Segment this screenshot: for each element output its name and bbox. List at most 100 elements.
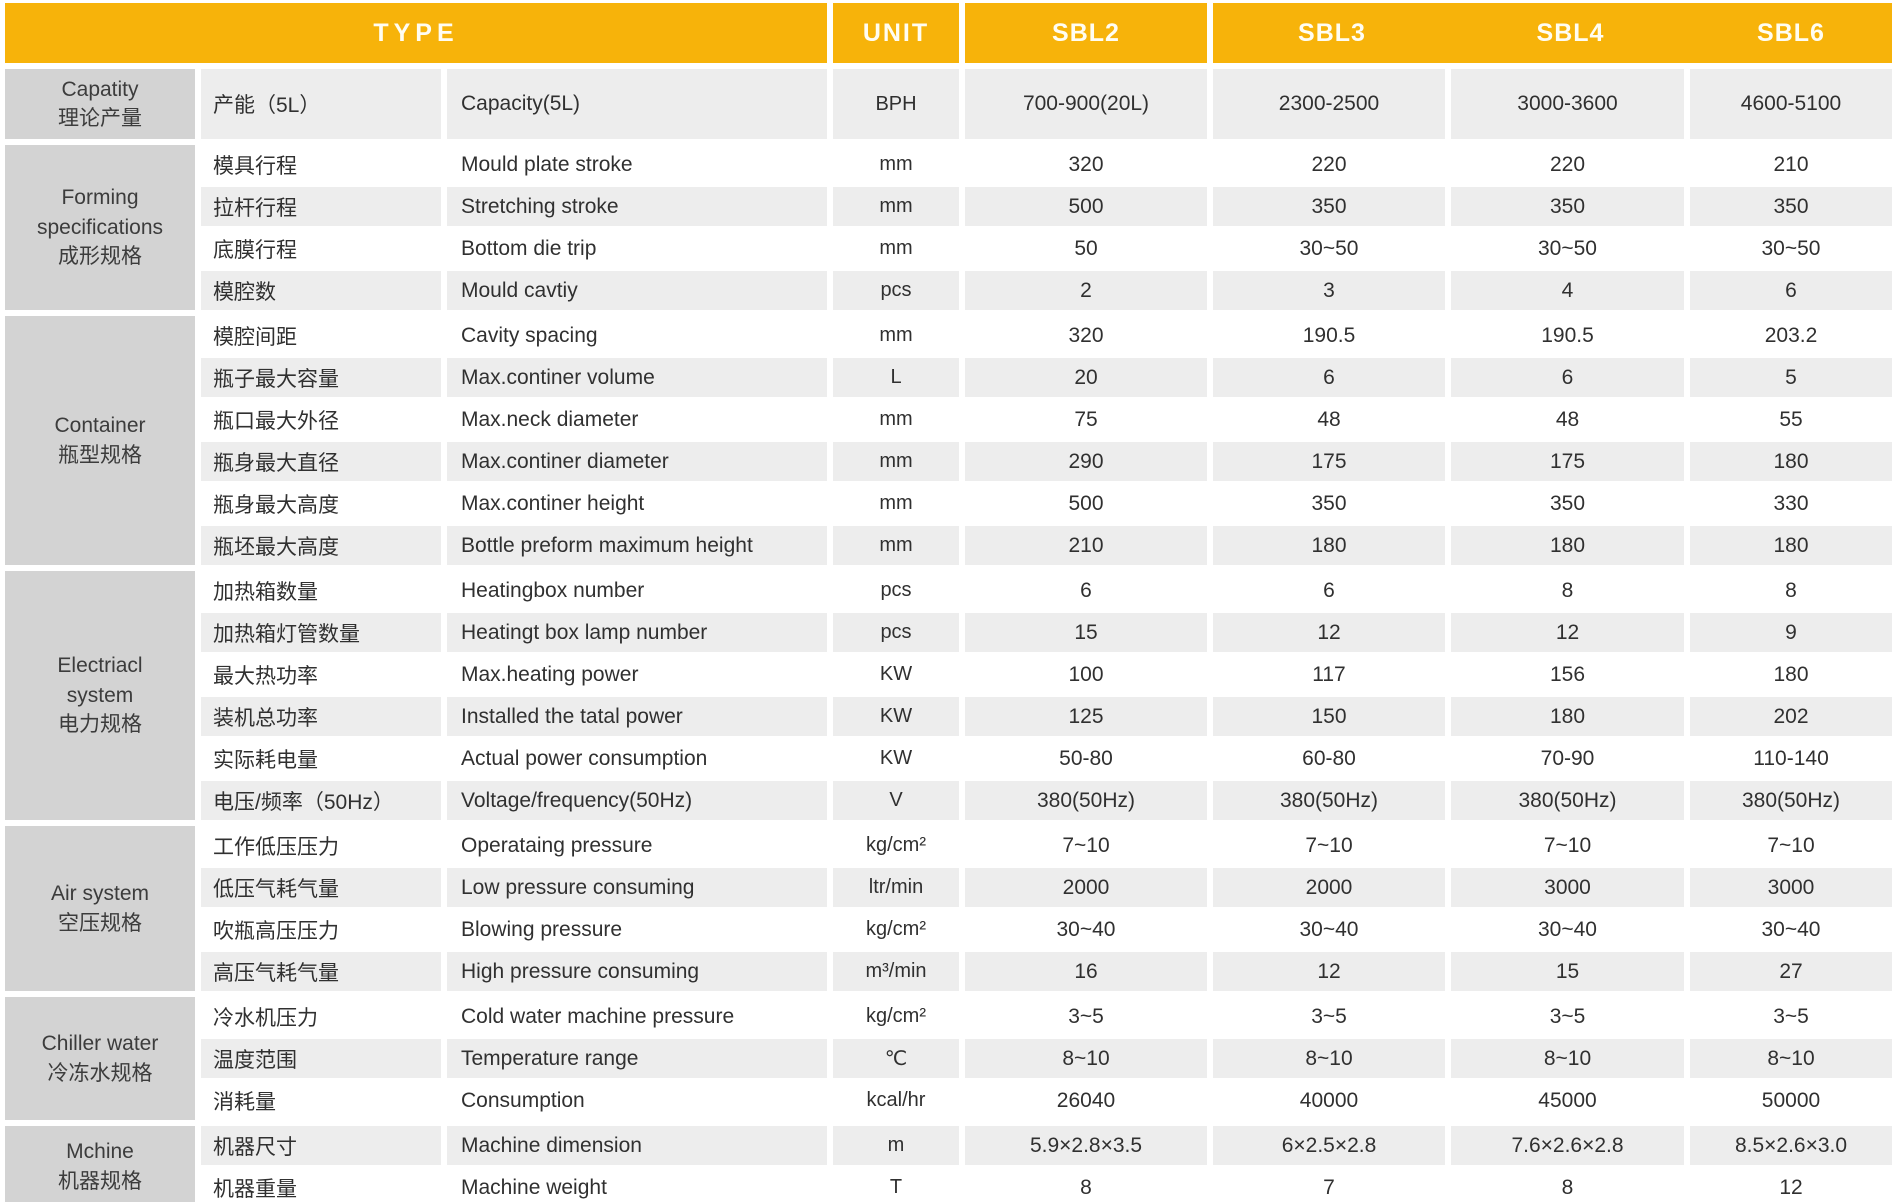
spec-value: 3000-3600 — [1451, 69, 1684, 139]
spec-unit: mm — [833, 442, 959, 481]
spec-value: 4600-5100 — [1690, 69, 1892, 139]
spec-value: 180 — [1213, 526, 1445, 565]
row-group-label: Air system 空压规格 — [5, 826, 195, 991]
spec-value: 3000 — [1451, 868, 1684, 907]
table-row: 工作低压压力 Operataing pressure kg/cm² 7~10 7~10 7… — [201, 826, 1892, 865]
spec-value: 6 — [1213, 571, 1445, 610]
table-row: 温度范围 Temperature range ℃ 8~10 8~10 8~10 8~10 — [201, 1039, 1892, 1078]
spec-name-en: Max.continer volume — [447, 358, 827, 397]
spec-value: 50000 — [1690, 1081, 1892, 1120]
spec-value: 12 — [1690, 1168, 1892, 1202]
spec-unit: kg/cm² — [833, 997, 959, 1036]
spec-value: 117 — [1213, 655, 1445, 694]
spec-unit: pcs — [833, 271, 959, 310]
spec-value: 8 — [1451, 571, 1684, 610]
spec-value: 2000 — [1213, 868, 1445, 907]
spec-name-cn: 机器尺寸 — [201, 1126, 441, 1165]
table-row: 拉杆行程 Stretching stroke mm 500 350 350 350 — [201, 187, 1892, 226]
spec-value: 8~10 — [1451, 1039, 1684, 1078]
spec-value: 30~40 — [1690, 910, 1892, 949]
row-group-label-line: system — [66, 683, 134, 707]
table-row: 模具行程 Mould plate stroke mm 320 220 220 210 — [201, 145, 1892, 184]
spec-value: 30~50 — [1690, 229, 1892, 268]
table-row: 机器重量 Machine weight T 8 7 8 12 — [201, 1168, 1892, 1202]
spec-value: 2000 — [965, 868, 1207, 907]
spec-value: 180 — [1690, 526, 1892, 565]
header-unit: UNIT — [833, 3, 959, 63]
row-group-1: Forming specifications 成形规格 模具行程 Mould plate… — [5, 145, 1892, 310]
spec-name-cn: 瓶身最大直径 — [201, 442, 441, 481]
spec-value: 350 — [1213, 187, 1445, 226]
spec-value: 210 — [965, 526, 1207, 565]
spec-name-cn: 低压气耗气量 — [201, 868, 441, 907]
row-group-label: Container 瓶型规格 — [5, 316, 195, 565]
spec-value: 70-90 — [1451, 739, 1684, 778]
spec-table-body: Capatity 理论产量 产能（5L） Capacity(5L) BPH 700-900… — [5, 69, 1892, 1202]
spec-value: 8.5×2.6×3.0 — [1690, 1126, 1892, 1165]
spec-value: 190.5 — [1451, 316, 1684, 355]
row-group-label: Chiller water 冷冻水规格 — [5, 997, 195, 1120]
spec-unit: kcal/hr — [833, 1081, 959, 1120]
spec-value: 380(50Hz) — [965, 781, 1207, 820]
table-row: 高压气耗气量 High pressure consuming m³/min 16 12 1… — [201, 952, 1892, 991]
spec-value: 15 — [1451, 952, 1684, 991]
row-group-label-line: Chiller water — [41, 1032, 159, 1056]
spec-unit: KW — [833, 739, 959, 778]
spec-value: 2300-2500 — [1213, 69, 1445, 139]
spec-value: 700-900(20L) — [965, 69, 1207, 139]
spec-name-cn: 模具行程 — [201, 145, 441, 184]
spec-value: 55 — [1690, 400, 1892, 439]
spec-value: 45000 — [1451, 1081, 1684, 1120]
spec-value: 290 — [965, 442, 1207, 481]
spec-value: 350 — [1451, 187, 1684, 226]
table-row: 加热箱数量 Heatingbox number pcs 6 6 8 8 — [201, 571, 1892, 610]
spec-unit: m — [833, 1126, 959, 1165]
spec-name-en: Max.heating power — [447, 655, 827, 694]
spec-name-cn: 实际耗电量 — [201, 739, 441, 778]
table-row: 瓶身最大高度 Max.continer height mm 500 350 350 330 — [201, 484, 1892, 523]
spec-value: 48 — [1451, 400, 1684, 439]
spec-name-en: Heatingt box lamp number — [447, 613, 827, 652]
table-row: 冷水机压力 Cold water machine pressure kg/cm² 3~… — [201, 997, 1892, 1036]
spec-name-cn: 最大热功率 — [201, 655, 441, 694]
spec-unit: ℃ — [833, 1039, 959, 1078]
spec-name-cn: 装机总功率 — [201, 697, 441, 736]
row-group-label-line: Mchine — [66, 1140, 134, 1164]
spec-value: 180 — [1451, 697, 1684, 736]
spec-value: 15 — [965, 613, 1207, 652]
spec-name-cn: 消耗量 — [201, 1081, 441, 1120]
row-group-label-line: 冷冻水规格 — [47, 1061, 153, 1085]
spec-value: 4 — [1451, 271, 1684, 310]
spec-value: 6 — [1213, 358, 1445, 397]
spec-value: 202 — [1690, 697, 1892, 736]
spec-unit: T — [833, 1168, 959, 1202]
row-group-3: Electriacl system 电力规格 加热箱数量 Heatingbox numb… — [5, 571, 1892, 820]
spec-name-en: Installed the tatal power — [447, 697, 827, 736]
spec-value: 380(50Hz) — [1213, 781, 1445, 820]
spec-value: 350 — [1451, 484, 1684, 523]
spec-value: 30~50 — [1213, 229, 1445, 268]
spec-value: 12 — [1213, 613, 1445, 652]
spec-value: 110-140 — [1690, 739, 1892, 778]
spec-value: 6 — [965, 571, 1207, 610]
spec-value: 100 — [965, 655, 1207, 694]
spec-unit: L — [833, 358, 959, 397]
row-group-2: Container 瓶型规格 模腔间距 Cavity spacing mm 320 190.… — [5, 316, 1892, 565]
spec-name-en: Low pressure consuming — [447, 868, 827, 907]
spec-value: 500 — [965, 187, 1207, 226]
spec-unit: pcs — [833, 571, 959, 610]
spec-value: 50-80 — [965, 739, 1207, 778]
spec-name-cn: 模腔数 — [201, 271, 441, 310]
table-row: 产能（5L） Capacity(5L) BPH 700-900(20L) 2300-25… — [201, 69, 1892, 139]
table-row: 底膜行程 Bottom die trip mm 50 30~50 30~50 30~50 — [201, 229, 1892, 268]
row-group-5: Chiller water 冷冻水规格 冷水机压力 Cold water machin… — [5, 997, 1892, 1120]
spec-value: 3~5 — [965, 997, 1207, 1036]
row-group-label-line: 瓶型规格 — [58, 443, 142, 467]
spec-value: 7 — [1213, 1168, 1445, 1202]
spec-unit: mm — [833, 187, 959, 226]
table-row: 瓶坯最大高度 Bottle preform maximum height mm 210… — [201, 526, 1892, 565]
table-row: 瓶子最大容量 Max.continer volume L 20 6 6 5 — [201, 358, 1892, 397]
spec-unit: mm — [833, 316, 959, 355]
row-group-label: Forming specifications 成形规格 — [5, 145, 195, 310]
